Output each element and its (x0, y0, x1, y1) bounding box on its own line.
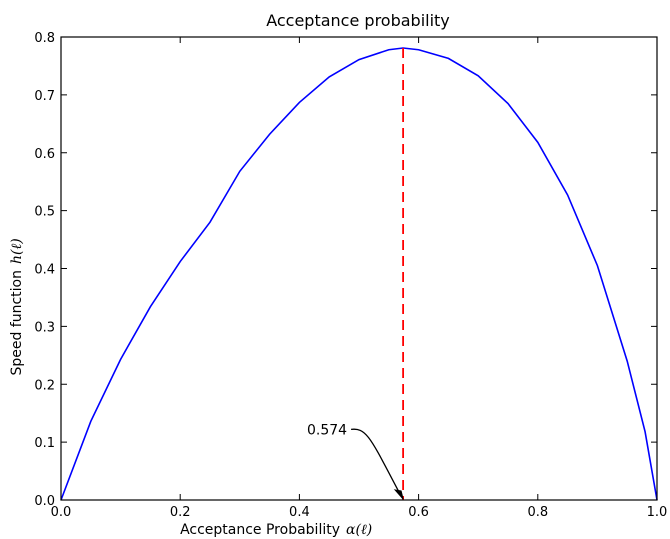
x-axis-label-text: Acceptance Probability (180, 522, 340, 538)
annotation-arrow (350, 428, 402, 497)
y-tick-label-7: 0.7 (34, 89, 55, 104)
annotation-label: 0.574 (307, 422, 347, 438)
plot-area: 0.574 (60, 47, 658, 501)
x-axis-label: Acceptance Probability α(ℓ) (180, 522, 372, 538)
x-tick-label-5: 1.0 (647, 505, 668, 520)
axis-ticks: 0.0 0.2 0.4 0.6 0.8 1.0 0.0 0.1 0.2 0.3 0.4 0.5 0.6 0… (34, 31, 667, 520)
series-line-0 (60, 47, 658, 501)
y-tick-label-8: 0.8 (34, 31, 55, 46)
y-tick-label-3: 0.3 (34, 320, 55, 335)
svg-text:Acceptance Probability: Acceptance Probability (180, 522, 340, 538)
y-axis-label-text: Speed function (9, 270, 25, 376)
x-axis-label-math: α(ℓ) (346, 522, 372, 538)
x-tick-label-3: 0.6 (408, 505, 429, 520)
x-tick-label-0: 0.0 (51, 505, 72, 520)
y-tick-label-4: 0.4 (34, 263, 55, 278)
y-axis-label: Speed function h(ℓ) (9, 238, 25, 375)
y-tick-label-5: 0.5 (34, 205, 55, 220)
x-tick-label-2: 0.4 (289, 505, 310, 520)
annotation-arrowhead (393, 489, 404, 500)
x-tick-label-1: 0.2 (170, 505, 191, 520)
y-tick-label-0: 0.0 (34, 494, 55, 509)
y-axis-label-math: h(ℓ) (9, 238, 25, 264)
chart-title: Acceptance probability (266, 11, 450, 30)
y-tick-label-1: 0.1 (34, 436, 55, 451)
x-tick-label-4: 0.8 (527, 505, 548, 520)
y-tick-label-6: 0.6 (34, 147, 55, 162)
y-tick-label-2: 0.2 (34, 378, 55, 393)
